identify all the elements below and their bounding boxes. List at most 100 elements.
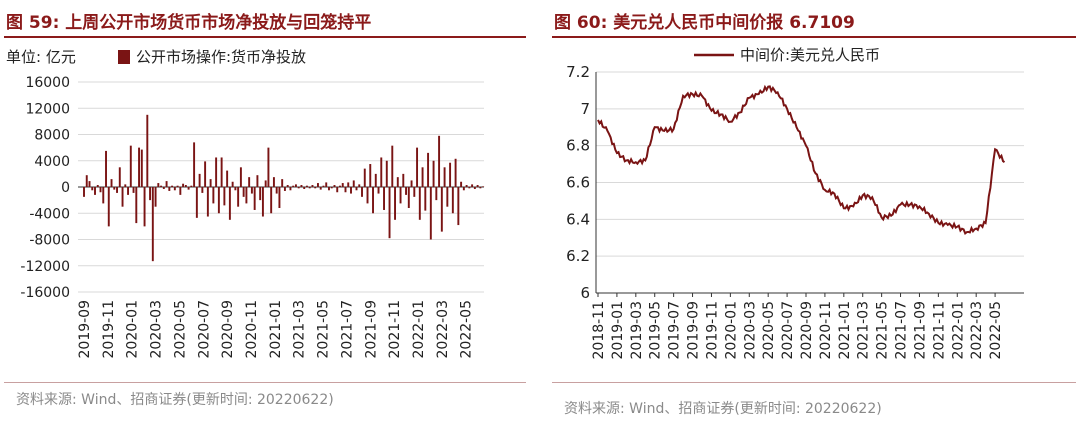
left-bar — [405, 187, 408, 195]
right-series-line — [597, 84, 1006, 236]
left-bar — [311, 185, 314, 187]
right-x-tick-label: 2022-05 — [988, 301, 1004, 360]
right-y-tick-label: 6.4 — [566, 210, 590, 228]
left-bar — [118, 167, 121, 187]
left-bar — [85, 175, 88, 187]
left-x-tick-label: 2019-11 — [101, 300, 117, 359]
left-bar — [479, 187, 482, 189]
left-bar — [319, 187, 322, 190]
left-bar — [250, 187, 253, 194]
left-y-tick-label: -4000 — [29, 206, 70, 222]
left-x-tick-label: 2021-09 — [363, 300, 379, 359]
left-bar — [418, 187, 421, 220]
left-bar — [473, 187, 476, 189]
left-bar — [377, 187, 380, 194]
right-bottom-rule — [552, 382, 1076, 383]
left-bar — [328, 187, 330, 191]
left-bar — [157, 183, 160, 187]
left-bar — [129, 145, 132, 187]
left-bar — [410, 180, 413, 187]
left-legend-swatch — [118, 50, 130, 64]
left-x-tick-label: 2020-03 — [149, 300, 165, 359]
right-chart-panel: 图 60: 美元兑人民币中间价报 6.7109 中间价:美元兑人民币 7.2 7 6… — [548, 0, 1080, 422]
left-bar — [256, 175, 259, 187]
left-x-tick-label: 2021-11 — [387, 300, 403, 359]
left-x-tick-label: 2020-07 — [196, 300, 212, 359]
left-bar — [457, 187, 460, 226]
left-bar — [107, 187, 110, 227]
right-y-tick-label: 6 — [580, 284, 590, 302]
left-bar — [385, 160, 388, 187]
left-bar — [303, 187, 306, 189]
left-bar — [132, 187, 135, 193]
left-bar — [416, 147, 419, 187]
left-bar — [325, 182, 328, 187]
right-x-tick-label: 2020-09 — [799, 301, 815, 360]
right-x-tick-label: 2021-05 — [875, 301, 891, 360]
left-bar — [352, 180, 355, 187]
left-bar — [253, 187, 256, 210]
left-bar — [407, 187, 410, 208]
left-x-axis-ticks: 2019-09 2019-11 2020-01 2020-03 2020-05 2020-… — [77, 300, 475, 359]
left-bar — [201, 187, 204, 193]
left-bar — [344, 187, 347, 193]
left-bar — [239, 167, 242, 187]
left-bar — [173, 187, 176, 191]
left-bar — [314, 187, 317, 189]
left-bar — [270, 187, 273, 214]
left-bar — [215, 157, 218, 187]
left-bar — [308, 187, 311, 189]
left-bar — [146, 114, 149, 187]
left-gridlines — [78, 81, 484, 293]
left-bar — [176, 185, 179, 187]
left-bar — [286, 185, 289, 187]
left-bar — [355, 187, 358, 191]
left-bar — [432, 160, 435, 187]
left-bar — [361, 187, 363, 197]
left-bar — [394, 187, 397, 220]
left-y-tick-label: 0 — [61, 180, 70, 196]
left-x-tick-label: 2021-01 — [268, 300, 284, 359]
left-bar — [358, 184, 361, 187]
left-bar — [209, 179, 212, 187]
left-y-tick-label: -8000 — [29, 233, 70, 249]
left-bar — [231, 181, 234, 187]
left-bar — [369, 164, 372, 187]
right-x-tick-label: 2019-09 — [686, 301, 702, 360]
right-x-axis-ticks: 2018-11 2019-01 2019-03 2019-05 2019-07 2019-… — [591, 293, 1004, 360]
right-x-tick-label: 2020-03 — [742, 301, 758, 360]
right-gridlines — [595, 71, 1024, 294]
left-bar — [127, 187, 130, 195]
left-bar — [278, 187, 281, 208]
left-bar — [350, 187, 352, 194]
right-source-note: 资料来源: Wind、招商证券(更新时间: 20220622) — [564, 401, 882, 417]
left-bar — [297, 187, 300, 189]
left-bar — [427, 152, 430, 187]
left-x-tick-label: 2020-09 — [220, 300, 236, 359]
left-bar — [451, 187, 454, 214]
left-bar — [482, 186, 485, 187]
right-y-tick-label: 6.8 — [566, 137, 590, 155]
left-bar — [267, 147, 270, 187]
left-bar — [237, 187, 240, 207]
left-bar — [198, 173, 201, 187]
left-bar — [396, 177, 399, 187]
left-bar — [330, 187, 333, 189]
left-bar — [305, 185, 308, 187]
left-bar — [187, 187, 190, 190]
left-bars — [83, 114, 485, 262]
left-bar — [102, 187, 105, 204]
left-y-tick-label: 4000 — [34, 154, 70, 170]
left-bar — [429, 187, 432, 240]
left-bar — [182, 183, 185, 187]
left-bar — [226, 170, 229, 187]
left-bar — [105, 150, 107, 187]
left-bar — [272, 177, 275, 187]
left-bar — [245, 187, 248, 204]
left-bar — [91, 187, 94, 191]
right-line-chart: 中间价:美元兑人民币 7.276.86.66.46.26 2018-11 2019… — [566, 46, 1024, 360]
left-bar — [294, 184, 297, 187]
left-bar — [151, 187, 154, 262]
left-bar — [143, 187, 146, 227]
left-bar — [438, 135, 441, 187]
